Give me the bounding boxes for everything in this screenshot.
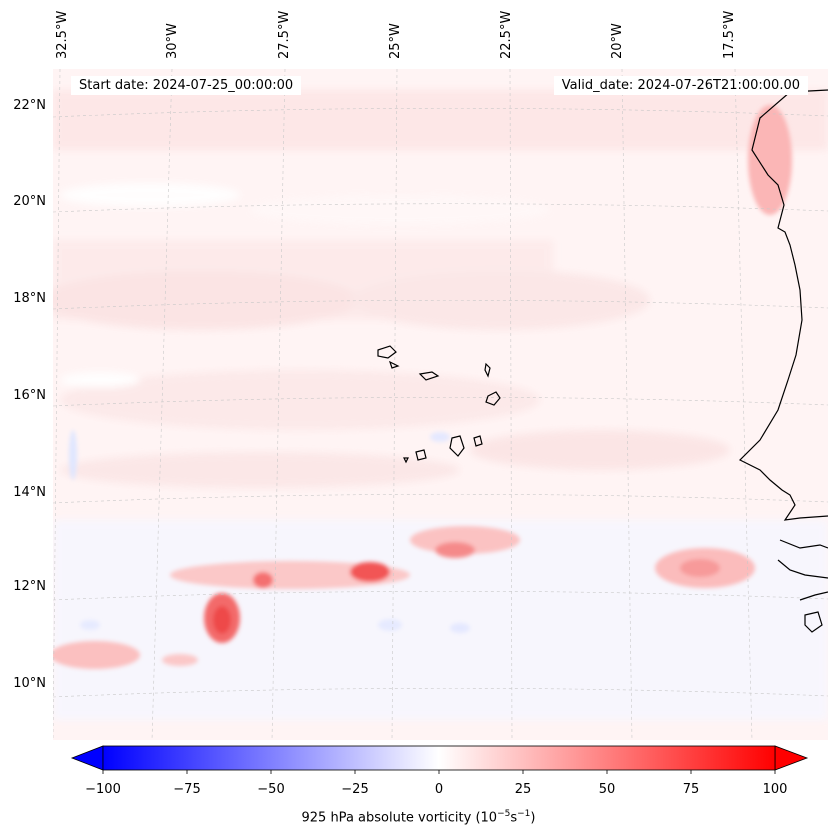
lon-label: 25°W xyxy=(388,23,403,59)
vorticity-field xyxy=(53,69,828,740)
lon-label: 20°W xyxy=(610,23,625,59)
lat-label: 14°N xyxy=(13,485,46,500)
colorbar-tick-label: 75 xyxy=(682,782,700,797)
colorbar-label-unit: s xyxy=(510,810,518,826)
colorbar-tick-label: 100 xyxy=(762,782,788,797)
lat-label: 22°N xyxy=(13,98,46,113)
lat-label: 16°N xyxy=(13,388,46,403)
colorbar-tick-label: 0 xyxy=(434,782,444,797)
lon-label: 22.5°W xyxy=(499,10,514,59)
lon-label: 32.5°W xyxy=(55,10,70,59)
valid-date-label: Valid_date: 2024-07-26T21:00:00.00 xyxy=(553,76,808,95)
colorbar-label-exponent: −1 xyxy=(517,809,531,819)
colorbar-tick-label: −25 xyxy=(341,782,369,797)
colorbar-tick-label: 25 xyxy=(514,782,532,797)
lon-label: 17.5°W xyxy=(722,10,737,59)
start-date-label: Start date: 2024-07-25_00:00:00 xyxy=(71,76,302,95)
colorbar-tick-label: 50 xyxy=(598,782,616,797)
lat-label: 10°N xyxy=(13,676,46,691)
colorbar xyxy=(70,745,809,774)
lat-label: 12°N xyxy=(13,579,46,594)
coastline xyxy=(377,89,828,633)
colorbar-label-suffix: ) xyxy=(530,810,536,826)
lat-label: 18°N xyxy=(13,291,46,306)
lon-label: 27.5°W xyxy=(277,10,292,59)
lon-label: 30°W xyxy=(165,23,180,59)
colorbar-tick-label: −50 xyxy=(257,782,285,797)
lat-label: 20°N xyxy=(13,194,46,209)
colorbar-tick-label: −75 xyxy=(173,782,201,797)
colorbar-label: 925 hPa absolute vorticity (10−5s−1) xyxy=(0,809,837,825)
graticule xyxy=(53,69,828,740)
colorbar-label-exponent: −5 xyxy=(497,809,511,819)
colorbar-label-prefix: 925 hPa absolute vorticity (10 xyxy=(301,810,498,826)
colorbar-tick-label: −100 xyxy=(85,782,121,797)
